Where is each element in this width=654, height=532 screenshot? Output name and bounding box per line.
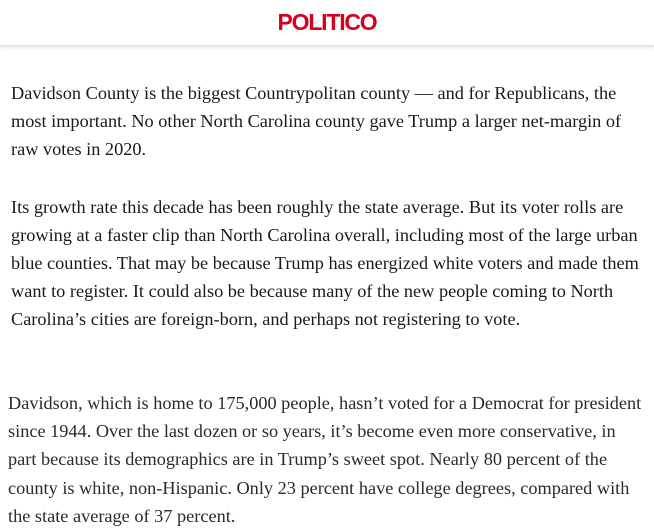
- article-paragraph: Davidson County is the biggest Countrypo…: [11, 83, 622, 159]
- politico-logo[interactable]: POLITICO: [277, 9, 377, 35]
- site-header: POLITICO: [0, 0, 654, 46]
- article-body: Davidson County is the biggest Countrypo…: [11, 79, 643, 333]
- article-paragraph: Davidson, which is home to 175,000 peopl…: [8, 393, 642, 526]
- article-paragraph: Its growth rate this decade has been rou…: [11, 197, 639, 329]
